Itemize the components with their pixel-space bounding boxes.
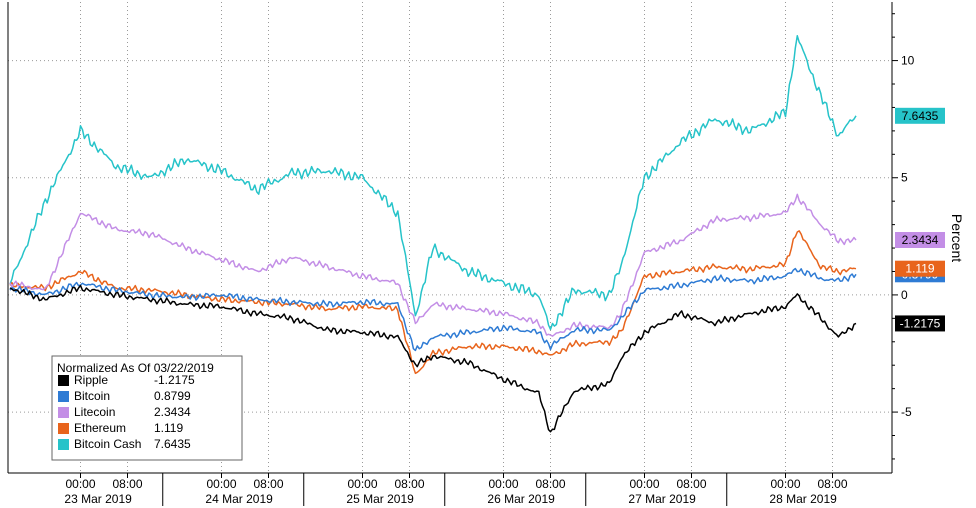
legend-name-bitcoin-cash: Bitcoin Cash — [74, 437, 141, 451]
x-time-label: 00:00 — [206, 477, 236, 491]
x-time-label: 08:00 — [112, 477, 142, 491]
series-line-bitcoin — [9, 267, 857, 352]
y-tick-label: 0 — [901, 288, 908, 302]
y-tick-label: -5 — [901, 405, 912, 419]
legend-name-litecoin: Litecoin — [74, 405, 115, 419]
legend-title: Normalized As Of 03/22/2019 — [57, 361, 214, 375]
x-date-label: 23 Mar 2019 — [64, 492, 132, 506]
last-value-badge-litecoin — [895, 231, 945, 248]
legend-value-ethereum: 1.119 — [154, 421, 183, 435]
legend-items: Ripple -1.2175 Bitcoin 0.8799 Litecoin 2.3434… — [58, 373, 195, 451]
last-value-badge-ripple — [895, 315, 945, 332]
legend-name-ethereum: Ethereum — [74, 421, 126, 435]
series-lines — [9, 35, 857, 433]
legend-name-bitcoin: Bitcoin — [74, 389, 110, 403]
legend-swatch-ripple — [58, 375, 69, 386]
x-date-label: 27 Mar 2019 — [628, 492, 696, 506]
x-time-label: 00:00 — [347, 477, 377, 491]
x-date-label: 28 Mar 2019 — [769, 492, 837, 506]
last-value-text-litecoin: 2.3434 — [902, 233, 939, 247]
x-date-label: 26 Mar 2019 — [487, 492, 555, 506]
legend-name-ripple: Ripple — [74, 373, 108, 387]
x-time-label: 00:00 — [65, 477, 95, 491]
legend-box — [51, 355, 243, 461]
last-value-text-ripple: -1.2175 — [900, 316, 941, 330]
series-line-litecoin — [9, 193, 857, 337]
series-line-ripple — [9, 284, 857, 433]
legend-swatch-litecoin — [58, 407, 69, 418]
x-axis-ticks: 00:00 08:00 00:00 08:00 00:00 08:00 00:00 08:00… — [64, 473, 848, 506]
axes — [7, 2, 893, 474]
legend-value-bitcoin-cash: 7.6435 — [154, 437, 191, 451]
legend: Normalized As Of 03/22/2019 Ripple -1.217… — [51, 355, 243, 461]
y-tick-label: 5 — [901, 171, 908, 185]
y-axis-label: Percent — [949, 214, 965, 262]
x-time-label: 08:00 — [676, 477, 706, 491]
x-time-label: 00:00 — [488, 477, 518, 491]
legend-value-ripple: -1.2175 — [154, 373, 195, 387]
legend-swatch-ethereum — [58, 423, 69, 434]
x-time-label: 00:00 — [770, 477, 800, 491]
series-line-ethereum — [9, 230, 857, 375]
y-tick-label: 10 — [901, 54, 915, 68]
x-time-label: 08:00 — [394, 477, 424, 491]
legend-value-litecoin: 2.3434 — [154, 405, 191, 419]
y-axis-ticks: -5 0 5 10 — [892, 13, 915, 460]
x-time-label: 08:00 — [535, 477, 565, 491]
x-time-label: 00:00 — [629, 477, 659, 491]
legend-swatch-bitcoin — [58, 391, 69, 402]
legend-swatch-bitcoin-cash — [58, 439, 69, 450]
legend-value-bitcoin: 0.8799 — [154, 389, 191, 403]
x-date-label: 25 Mar 2019 — [346, 492, 414, 506]
series-line-bitcoin-cash — [9, 35, 857, 331]
last-value-badge-bitcoin-cash — [895, 107, 945, 124]
last-value-badge-ethereum — [895, 260, 945, 277]
x-time-label: 08:00 — [253, 477, 283, 491]
x-time-label: 08:00 — [817, 477, 847, 491]
last-value-text-ethereum: 1.119 — [905, 262, 934, 276]
last-value-text-bitcoin-cash: 7.6435 — [902, 109, 939, 123]
x-date-label: 24 Mar 2019 — [205, 492, 273, 506]
